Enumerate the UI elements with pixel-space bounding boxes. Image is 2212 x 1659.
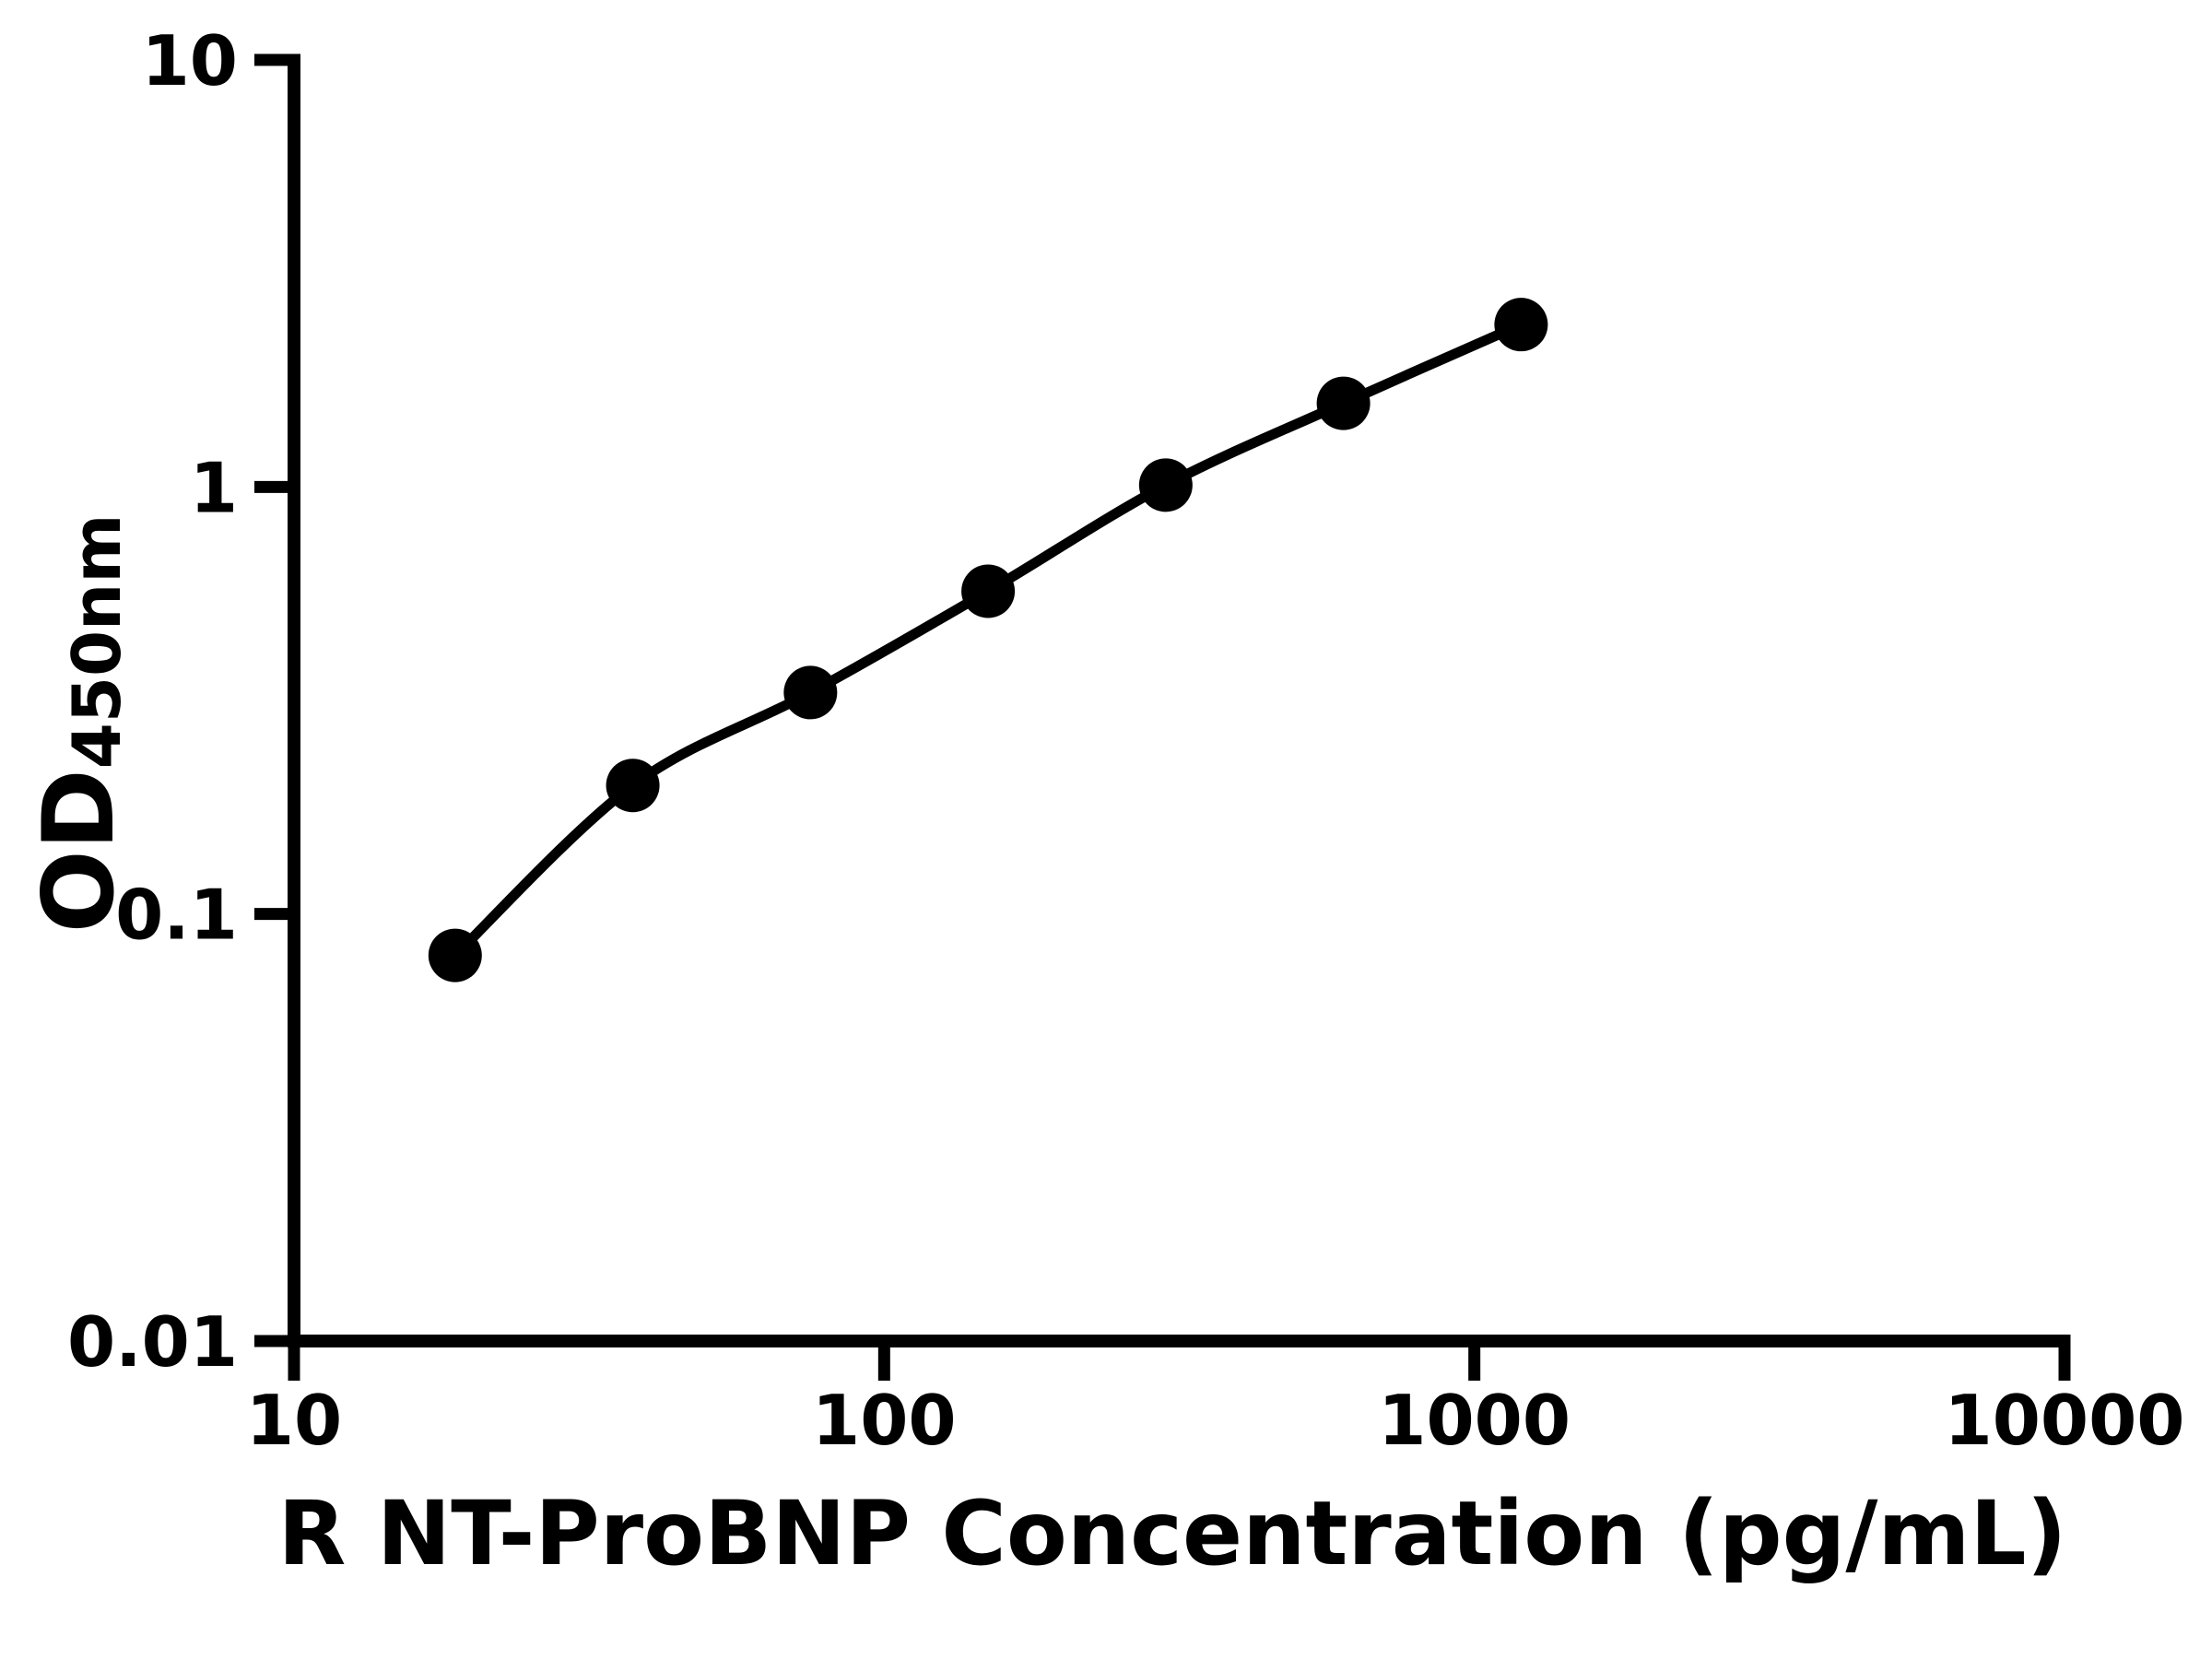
axis-frame [288,53,2071,1347]
y-axis-title: OD450nm [22,514,135,934]
data-point [428,928,482,982]
tick-labels-layer: 0.01 0.1 1 10 10 100 1000 10000 [67,20,2185,1461]
data-point [1316,376,1371,430]
data-point [1138,458,1193,512]
x-axis-title: R NT-ProBNP Concentration (pg/mL) [278,1482,2067,1585]
series-layer [428,298,1548,982]
y-axis-title-subscript: 450nm [58,514,135,770]
data-point [606,759,660,813]
ticks-layer [254,53,2071,1381]
x-axis-tick-label: 10 [246,1380,342,1461]
x-axis-tick-label: 10000 [1945,1380,2185,1461]
x-axis-tick-label: 100 [812,1380,957,1461]
y-axis-tick-label: 1 [190,447,238,528]
data-point [783,665,838,720]
x-axis-tick-label: 1000 [1378,1380,1571,1461]
axes-layer [288,53,2071,1347]
y-axis-title-main: OD [22,769,135,933]
y-axis-tick-label: 0.1 [115,875,238,956]
data-point [1494,298,1548,352]
y-axis-tick-label: 0.01 [67,1301,238,1382]
data-point [961,564,1016,618]
y-axis-tick-label: 10 [142,20,238,101]
